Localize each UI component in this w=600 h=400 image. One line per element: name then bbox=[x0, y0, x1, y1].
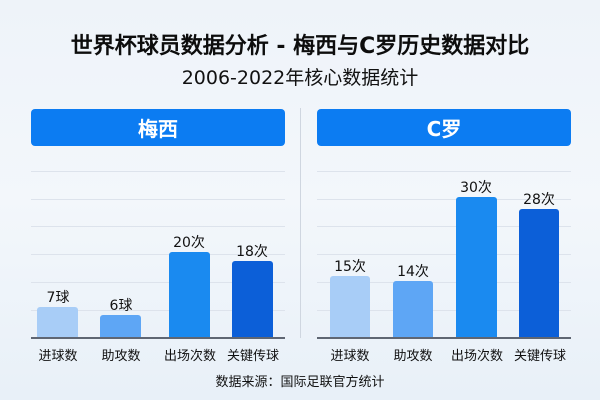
messi-bar-goals bbox=[37, 307, 78, 337]
ronaldo-panel-header: C罗 bbox=[317, 109, 571, 146]
ronaldo-panel: C罗 15次 14次 30次 28次 进球数 助攻数 出场次数 关键传球 bbox=[317, 109, 571, 369]
messi-panel-title: 梅西 bbox=[138, 117, 178, 141]
gridline bbox=[31, 226, 285, 227]
messi-value-appearances: 20次 bbox=[173, 235, 205, 251]
messi-panel: 梅西 7球 6球 20次 18次 进球数 助攻数 出场次数 关键传球 bbox=[31, 109, 285, 369]
messi-cat-goals: 进球数 bbox=[38, 349, 78, 364]
messi-cat-appearances: 出场次数 bbox=[163, 349, 216, 364]
ronaldo-bar-keypasses bbox=[519, 209, 559, 337]
data-source: 数据来源：国际足联官方统计 bbox=[215, 375, 385, 390]
gridline bbox=[317, 254, 571, 255]
gridline bbox=[31, 282, 285, 283]
ronaldo-bar-appearances bbox=[456, 197, 497, 337]
gridline bbox=[31, 254, 285, 255]
gridline bbox=[317, 171, 571, 172]
ronaldo-cat-keypasses: 关键传球 bbox=[513, 349, 566, 364]
ronaldo-cat-goals: 进球数 bbox=[330, 349, 370, 364]
ronaldo-value-goals: 15次 bbox=[334, 259, 366, 275]
x-axis bbox=[31, 337, 285, 339]
messi-bar-assists bbox=[100, 315, 141, 337]
messi-cat-keypasses: 关键传球 bbox=[226, 349, 279, 364]
gridline bbox=[317, 282, 571, 283]
messi-value-goals: 7球 bbox=[46, 290, 70, 306]
ronaldo-cat-appearances: 出场次数 bbox=[450, 349, 503, 364]
gridline bbox=[317, 226, 571, 227]
chart-title: 世界杯球员数据分析 - 梅西与C罗历史数据对比 bbox=[70, 34, 530, 59]
gridline bbox=[31, 171, 285, 172]
messi-value-keypasses: 18次 bbox=[236, 244, 268, 260]
ronaldo-bar-goals bbox=[330, 276, 370, 337]
messi-bar-keypasses bbox=[232, 261, 273, 337]
messi-panel-header: 梅西 bbox=[31, 109, 285, 146]
panel-divider bbox=[300, 108, 301, 338]
chart-subtitle: 2006-2022年核心数据统计 bbox=[181, 67, 419, 89]
gridline bbox=[31, 310, 285, 311]
ronaldo-bar-assists bbox=[393, 281, 433, 337]
gridline bbox=[317, 199, 571, 200]
ronaldo-value-keypasses: 28次 bbox=[523, 192, 555, 208]
messi-bar-appearances bbox=[169, 252, 210, 337]
messi-value-assists: 6球 bbox=[109, 298, 133, 314]
x-axis bbox=[317, 337, 571, 339]
ronaldo-panel-title: C罗 bbox=[426, 117, 462, 141]
gridline bbox=[31, 199, 285, 200]
ronaldo-value-assists: 14次 bbox=[397, 264, 429, 280]
ronaldo-cat-assists: 助攻数 bbox=[393, 349, 433, 364]
gridline bbox=[317, 310, 571, 311]
ronaldo-value-appearances: 30次 bbox=[460, 180, 492, 196]
messi-cat-assists: 助攻数 bbox=[101, 349, 141, 364]
